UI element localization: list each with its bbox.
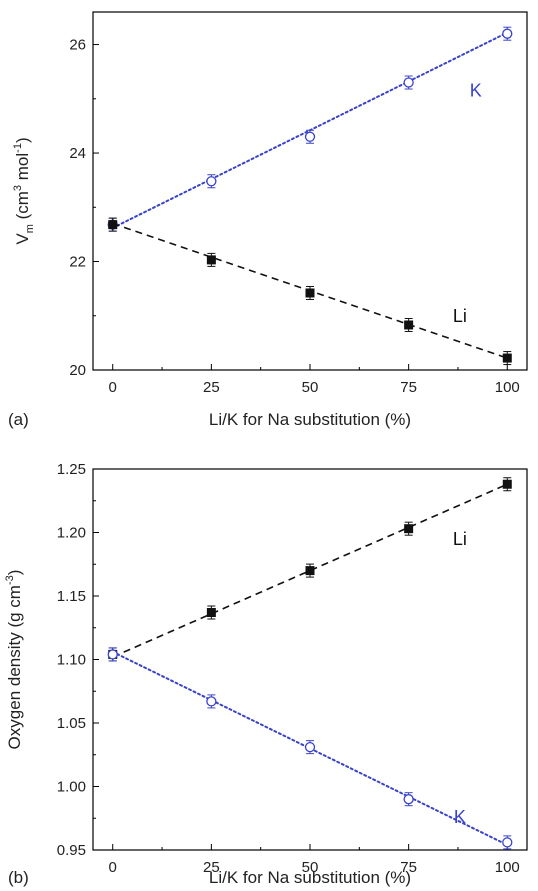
y-axis-title: Oxygen density (g cm-3) xyxy=(4,570,24,750)
series-li: Li xyxy=(108,217,512,366)
data-point-k xyxy=(304,741,316,753)
y-tick-label: 26 xyxy=(69,37,86,54)
data-point-k xyxy=(403,77,414,88)
series-k: K xyxy=(107,26,513,232)
y-tick-label: 1.25 xyxy=(57,461,86,478)
x-axis-title: Li/K for Na substitution (%) xyxy=(209,868,411,887)
x-tick-label: 50 xyxy=(302,859,319,876)
series-li: Li xyxy=(108,477,512,662)
data-point-k xyxy=(502,837,513,848)
x-tick-label: 25 xyxy=(203,379,220,396)
y-axis-title: Vm (cm3 mol-1) xyxy=(12,137,36,244)
data-point-k xyxy=(502,28,513,39)
y-tick-label: 1.05 xyxy=(57,715,86,732)
data-point-li xyxy=(404,320,414,330)
x-tick-label: 75 xyxy=(400,379,417,396)
data-point-li xyxy=(206,608,216,618)
x-axis-title: Li/K for Na substitution (%) xyxy=(209,410,411,429)
x-tick-label: 50 xyxy=(302,379,319,396)
data-point-li xyxy=(305,566,315,576)
data-point-li xyxy=(206,255,216,265)
chart-panel-a: 0 25 50 75 100 20 22 24 26 Li/K for Na substituti… xyxy=(8,11,528,429)
plot-frame xyxy=(92,468,528,851)
y-tick-label: 1.10 xyxy=(57,652,86,669)
series-k: K xyxy=(107,647,513,850)
y-tick-label: 0.95 xyxy=(57,842,86,859)
y-tick-label: 24 xyxy=(69,145,86,162)
data-point-li xyxy=(502,479,512,489)
y-tick-label: 1.20 xyxy=(57,525,86,542)
x-tick-label: 25 xyxy=(203,859,220,876)
x-tick-label: 75 xyxy=(400,859,417,876)
y-tick-label: 1.00 xyxy=(57,779,86,796)
data-point-k xyxy=(206,176,217,187)
data-point-li xyxy=(502,353,512,363)
panel-label: (a) xyxy=(8,410,29,429)
series-label-li: Li xyxy=(453,306,467,326)
series-label-li: Li xyxy=(453,529,467,549)
x-tick-label: 100 xyxy=(495,859,520,876)
chart-panel-b: 0 25 50 75 100 0.95 1.00 1.05 1.10 1.15 1.20 1.25 Li… xyxy=(4,461,528,887)
x-tick-label: 100 xyxy=(495,379,520,396)
panel-label: (b) xyxy=(8,868,29,887)
data-point-li xyxy=(404,524,414,534)
data-point-li xyxy=(108,220,118,230)
x-tick-label: 0 xyxy=(109,859,117,876)
data-point-k xyxy=(107,649,118,660)
data-point-k xyxy=(304,131,316,142)
series-label-k: K xyxy=(470,81,482,101)
data-point-k xyxy=(403,794,414,805)
y-tick-label: 20 xyxy=(69,362,86,379)
series-label-k: K xyxy=(454,807,466,827)
y-tick-label: 22 xyxy=(69,254,86,271)
data-point-k xyxy=(206,696,217,707)
data-point-li xyxy=(305,288,315,298)
y-tick-label: 1.15 xyxy=(57,588,86,605)
x-tick-label: 0 xyxy=(109,379,117,396)
